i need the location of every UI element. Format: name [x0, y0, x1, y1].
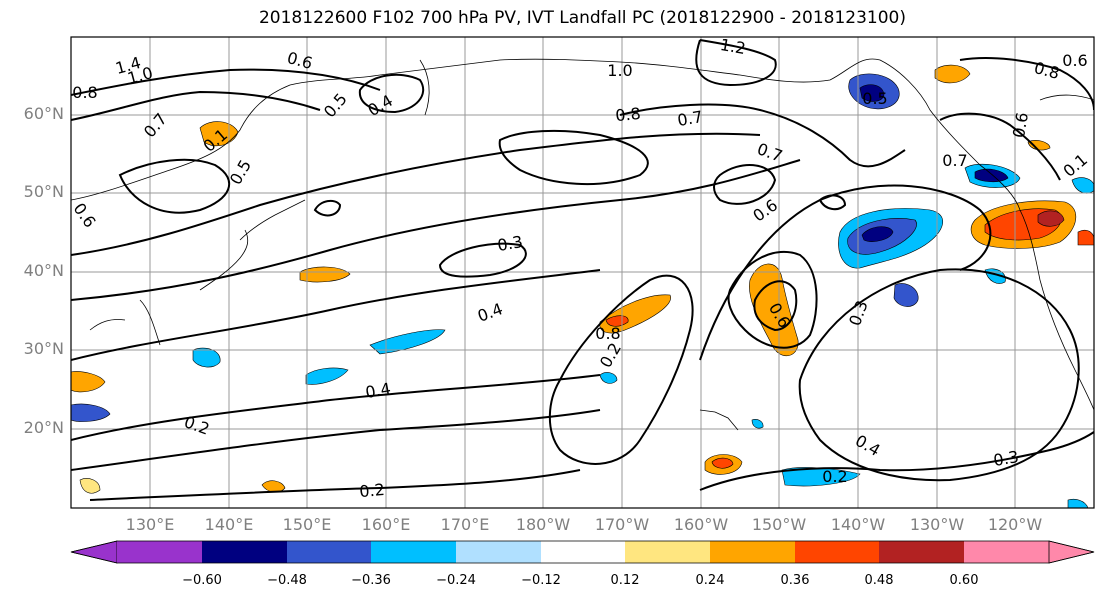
- lon-label-170w: 170°W: [594, 515, 650, 534]
- contour-label: 1.0: [607, 61, 632, 80]
- lon-label-140w: 140°W: [830, 515, 886, 534]
- fill-neg-1: [369, 329, 446, 355]
- map-title: 2018122600 F102 700 hPa PV, IVT Landfall…: [258, 8, 906, 28]
- contour-label: 0.5: [862, 89, 887, 108]
- graticule: [71, 37, 1094, 508]
- contour-label: 0.6: [1009, 111, 1032, 139]
- fill-pos-center: [749, 263, 799, 356]
- colorbar-tick: −0.60: [182, 573, 222, 588]
- colorbar-tick: −0.36: [351, 573, 391, 588]
- lat-label-60n: 60°N: [23, 104, 64, 123]
- fill-pos-nw: [934, 64, 971, 84]
- fill-pos-east: [1077, 229, 1094, 246]
- lat-label-30n: 30°N: [23, 339, 64, 358]
- colorbar-tick: 0.60: [949, 573, 979, 588]
- fill-pos-small1: [1027, 140, 1051, 151]
- fill-neg-gulf-2: [893, 283, 919, 307]
- colorbar-tick: 0.24: [695, 573, 725, 588]
- contour-label: 0.3: [496, 232, 524, 255]
- fill-neg-gulf-core: [861, 226, 894, 242]
- colorbar-arrow-right: [1048, 540, 1095, 564]
- colorbar-tick: 0.12: [610, 573, 640, 588]
- fill-pos-w2: [261, 480, 286, 493]
- fill-neg-bc-core: [974, 168, 1009, 183]
- fill-neg-jp-s: [192, 347, 221, 368]
- lon-label-140e: 140°E: [204, 515, 254, 534]
- contour-label: 0.7: [942, 151, 967, 170]
- fill-neg-6: [1067, 498, 1089, 508]
- contour-label: 0.6: [285, 48, 315, 73]
- fill-pos-hawaii-core: [711, 457, 734, 469]
- colorbar: [70, 540, 1095, 564]
- lat-label-40n: 40°N: [23, 261, 64, 280]
- lat-label-50n: 50°N: [23, 182, 64, 201]
- contour-label: 0.3: [992, 447, 1020, 470]
- contour-label: 0.8: [595, 324, 620, 343]
- fill-neg-5: [751, 419, 764, 429]
- contour-label: 0.8: [72, 83, 97, 102]
- plot-frame: [70, 36, 1095, 509]
- colorbar-tick: 0.36: [780, 573, 810, 588]
- colorbar-tick: 0.48: [864, 573, 894, 588]
- lon-label-170e: 170°E: [440, 515, 490, 534]
- contour-label: 0.2: [359, 480, 386, 501]
- fill-pos-mid-core: [605, 315, 629, 327]
- contour-label: 0.8: [615, 104, 642, 125]
- fill-neg-4: [781, 467, 861, 487]
- colorbar-tick: −0.48: [267, 573, 307, 588]
- lon-label-120w: 120°W: [987, 515, 1043, 534]
- contour-label: 1.2: [719, 35, 747, 58]
- fill-neg-alaska-core: [859, 84, 885, 102]
- pv-contours: [71, 39, 1094, 501]
- fill-pos-jp: [299, 266, 351, 283]
- fill-neg-west: [71, 403, 111, 422]
- fill-pos-w1: [71, 371, 106, 393]
- fill-neg-3: [599, 372, 618, 384]
- lon-label-160w: 160°W: [673, 515, 729, 534]
- lon-label-180w: 180°W: [515, 515, 571, 534]
- fill-pos-w3: [79, 478, 101, 494]
- lon-label-130w: 130°W: [909, 515, 965, 534]
- contour-label: 0.7: [676, 107, 704, 130]
- lon-label-130e: 130°E: [125, 515, 175, 534]
- fill-pos-pnw-core: [1037, 210, 1065, 227]
- fill-neg-2: [305, 367, 349, 385]
- colorbar-tick: −0.24: [436, 573, 476, 588]
- contour-label: 0.2: [822, 467, 847, 486]
- colorbar-arrow-left: [70, 540, 118, 564]
- contour-label: 0.4: [364, 379, 392, 402]
- lon-label-150w: 150°W: [751, 515, 807, 534]
- fill-neg-east: [1071, 177, 1094, 194]
- lon-label-150e: 150°E: [282, 515, 332, 534]
- lon-label-160e: 160°E: [361, 515, 411, 534]
- colorbar-tick: −0.12: [521, 573, 561, 588]
- contour-label: 0.6: [1062, 51, 1087, 70]
- lat-label-20n: 20°N: [23, 418, 64, 437]
